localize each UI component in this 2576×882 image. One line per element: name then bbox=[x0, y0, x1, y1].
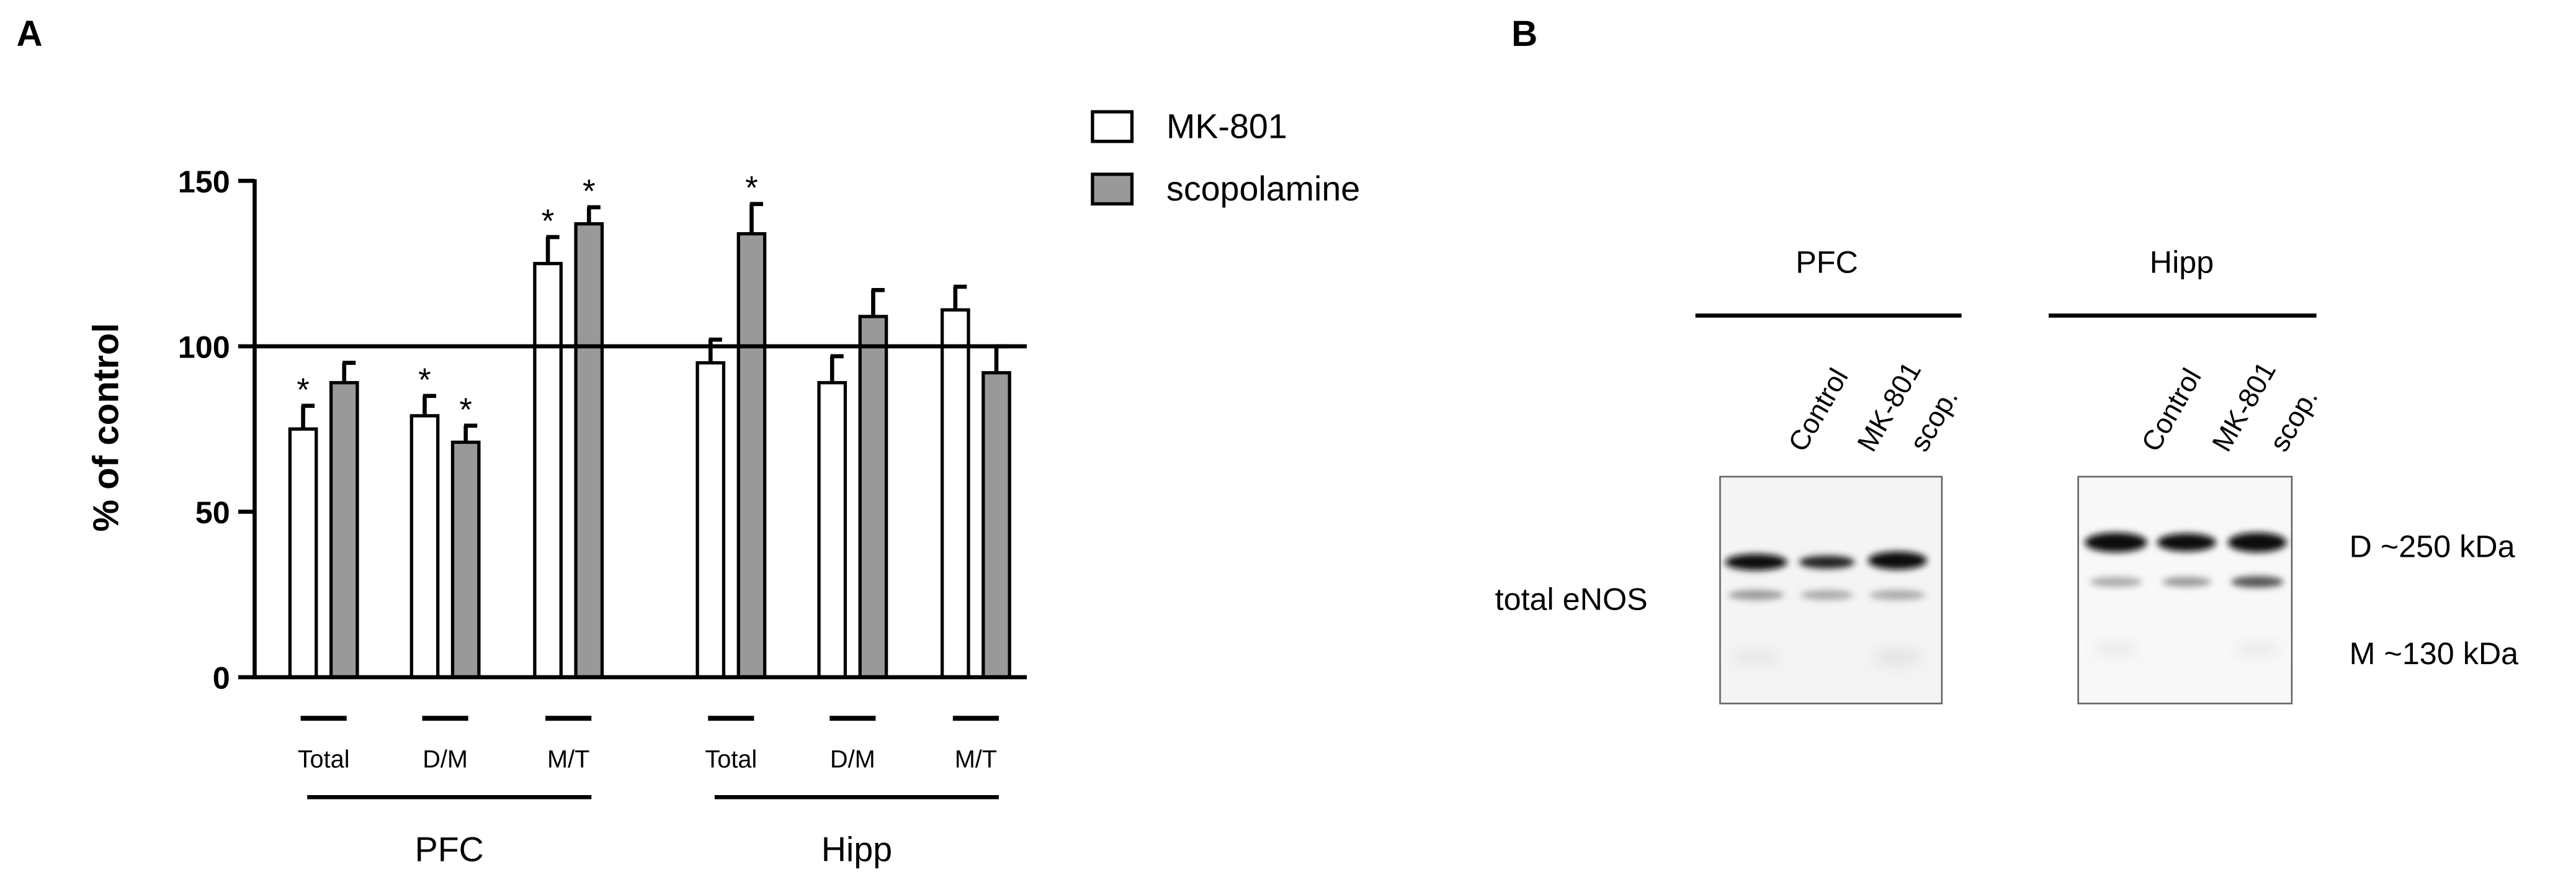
significance-marker: * bbox=[542, 203, 555, 240]
blot-title: PFC bbox=[1796, 245, 1858, 280]
x-tick-label: Total bbox=[705, 746, 757, 773]
y-tick-label: 100 bbox=[178, 329, 230, 364]
bar bbox=[736, 232, 767, 679]
bar bbox=[574, 222, 604, 679]
blot-image bbox=[2077, 475, 2293, 704]
y-tick-label: 50 bbox=[195, 495, 230, 530]
x-tick-label: Total bbox=[298, 746, 350, 773]
legend-swatch bbox=[1091, 173, 1134, 206]
panel-label: B bbox=[1511, 14, 1537, 54]
significance-marker: * bbox=[745, 170, 758, 207]
bar bbox=[329, 380, 359, 679]
significance-marker: * bbox=[583, 173, 596, 210]
bar bbox=[858, 315, 888, 679]
error-bar bbox=[342, 361, 356, 383]
significance-marker: * bbox=[297, 372, 310, 408]
error-bar bbox=[953, 284, 967, 310]
x-tick-label: D/M bbox=[830, 746, 875, 773]
y-axis-label: % of control bbox=[86, 323, 127, 532]
x-tick-label: M/T bbox=[547, 746, 589, 773]
blot-image bbox=[1719, 475, 1943, 704]
bar bbox=[450, 440, 481, 679]
x-tick-label: D/M bbox=[423, 746, 468, 773]
legend-label: scopolamine bbox=[1166, 169, 1360, 208]
bar bbox=[982, 371, 1011, 679]
error-bar bbox=[301, 403, 315, 430]
error-bar bbox=[545, 235, 560, 264]
error-bar bbox=[708, 337, 722, 363]
blot-bands bbox=[2085, 533, 2287, 588]
bar bbox=[695, 361, 726, 679]
legend-swatch bbox=[1091, 110, 1134, 143]
blot-title: Hipp bbox=[2150, 245, 2214, 280]
size-marker: M ~130 kDa bbox=[2350, 636, 2519, 671]
bar bbox=[817, 380, 847, 679]
y-tick-label: 0 bbox=[213, 660, 230, 696]
bar bbox=[533, 261, 563, 679]
blot-bands bbox=[1725, 551, 1928, 600]
row-label: total eNOS bbox=[1495, 581, 1648, 616]
error-bar bbox=[830, 354, 844, 383]
error-bar bbox=[463, 423, 478, 443]
error-bar bbox=[423, 394, 437, 416]
x-tick-label: M/T bbox=[955, 746, 997, 773]
significance-marker: * bbox=[418, 362, 431, 398]
bar bbox=[288, 427, 318, 679]
legend-label: MK-801 bbox=[1166, 107, 1287, 145]
size-marker: D ~250 kDa bbox=[2350, 529, 2515, 564]
panel-label: A bbox=[16, 14, 42, 54]
bar bbox=[940, 308, 970, 679]
error-bar bbox=[871, 287, 885, 317]
group-label: Hipp bbox=[821, 830, 892, 869]
significance-marker: * bbox=[459, 392, 472, 428]
error-bar bbox=[749, 202, 763, 234]
y-tick-label: 150 bbox=[178, 164, 230, 199]
error-bar bbox=[586, 205, 601, 224]
bar bbox=[409, 414, 440, 679]
group-label: PFC bbox=[415, 830, 484, 869]
